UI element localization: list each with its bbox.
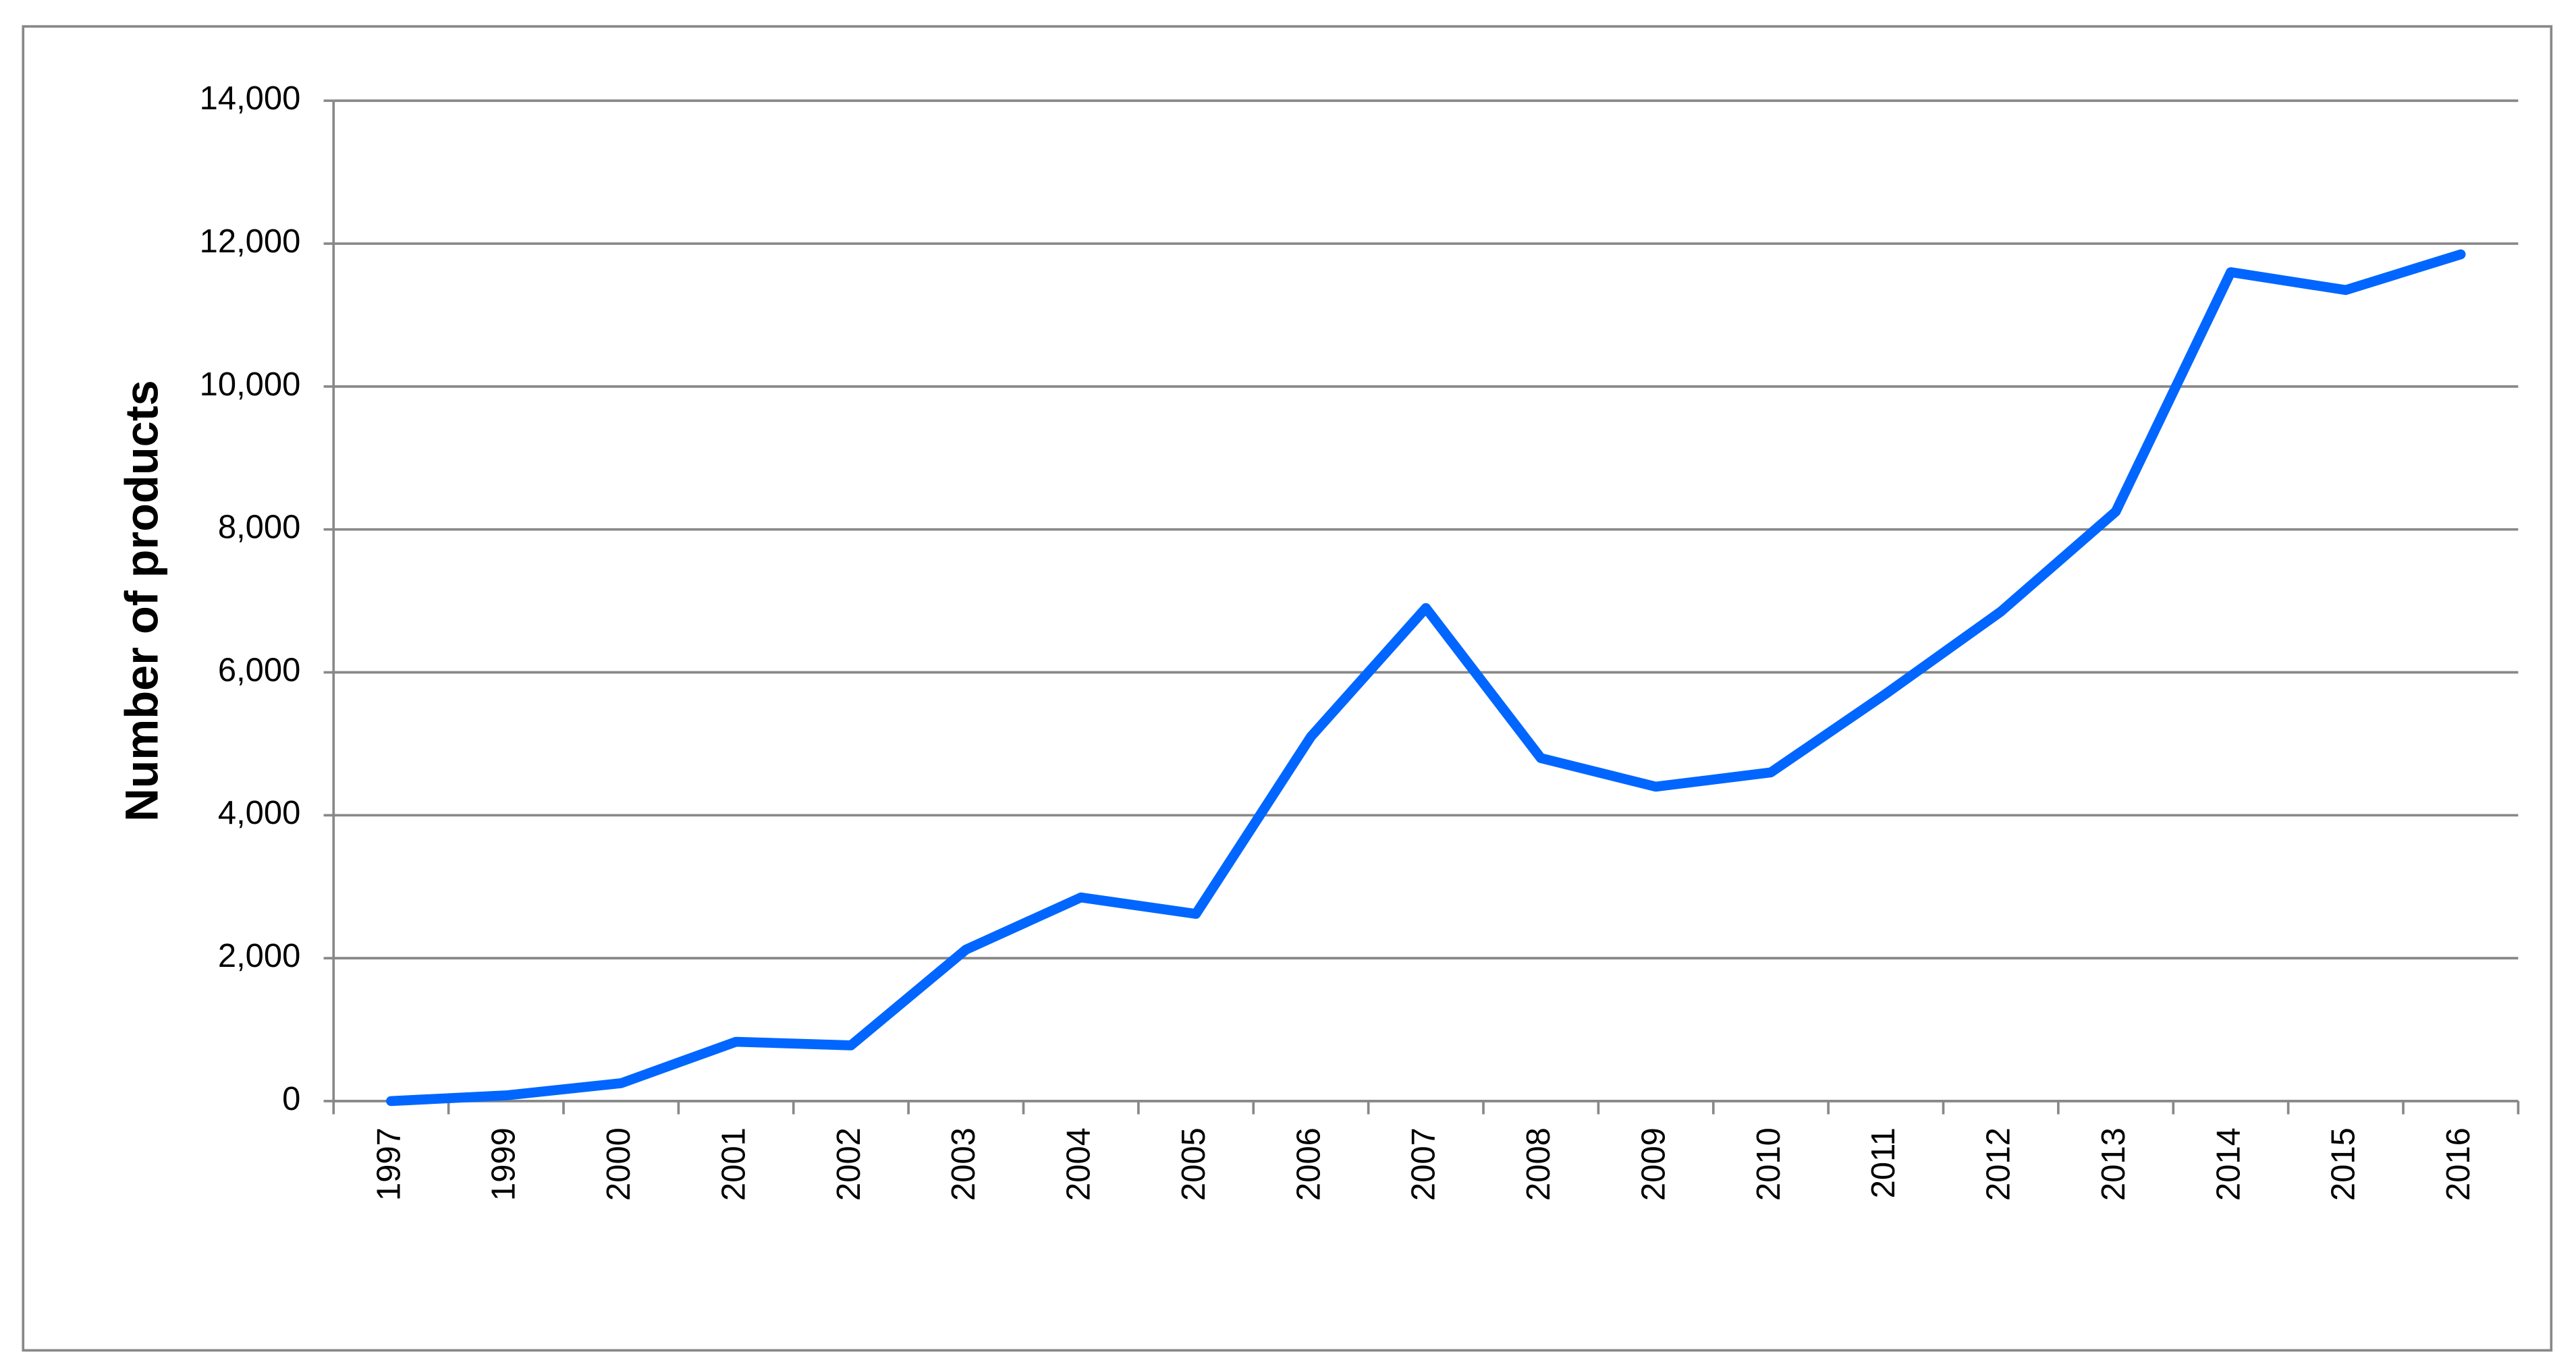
y-tick-label: 0 <box>282 1081 300 1117</box>
x-tick-label: 2010 <box>1751 1127 1787 1201</box>
x-tick-label: 2014 <box>2210 1127 2247 1201</box>
x-tick-label: 2005 <box>1176 1127 1212 1201</box>
x-tick-label: 1997 <box>371 1127 407 1201</box>
x-tick-label: 2003 <box>946 1127 982 1201</box>
x-tick-label: 2006 <box>1290 1127 1327 1201</box>
x-tick-label: 2008 <box>1520 1127 1557 1201</box>
y-tick-label: 4,000 <box>218 795 300 831</box>
y-tick-label: 12,000 <box>200 223 301 260</box>
x-tick-label: 2011 <box>1865 1127 1902 1198</box>
x-tick-label: 2015 <box>2326 1127 2362 1201</box>
x-tick-label: 2009 <box>1635 1127 1672 1201</box>
x-tick-label: 2013 <box>2095 1127 2132 1201</box>
y-tick-label: 6,000 <box>218 652 300 688</box>
x-tick-label: 2007 <box>1406 1127 1442 1201</box>
x-tick-label: 2016 <box>2440 1127 2477 1201</box>
x-tick-label: 2002 <box>831 1127 867 1201</box>
chart-border <box>22 25 2553 1352</box>
data-line <box>386 249 2466 1107</box>
y-tick-label: 14,000 <box>200 80 301 117</box>
x-tick-label: 2004 <box>1061 1127 1097 1201</box>
y-axis-title: Number of products <box>115 380 167 822</box>
y-tick-label: 8,000 <box>218 509 300 546</box>
y-tick-label: 2,000 <box>218 938 300 974</box>
y-tick-label: 10,000 <box>200 366 301 403</box>
x-tick-label: 2000 <box>601 1127 637 1201</box>
x-tick-label: 2012 <box>1981 1127 2017 1201</box>
x-tick-label: 2001 <box>715 1127 752 1201</box>
x-tick-label: 1999 <box>486 1127 522 1201</box>
